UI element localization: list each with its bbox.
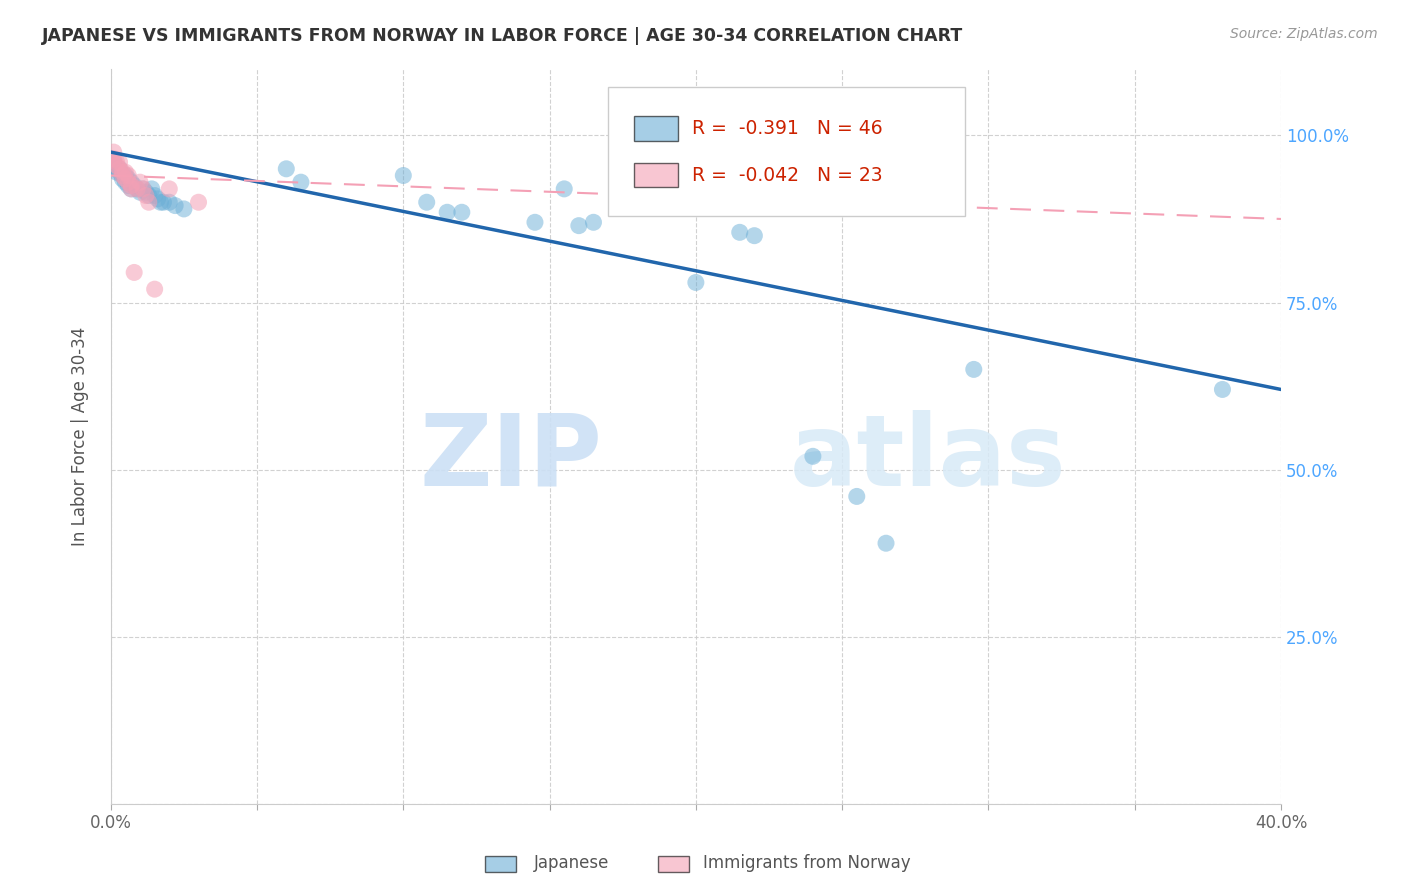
FancyBboxPatch shape bbox=[658, 856, 689, 872]
Text: atlas: atlas bbox=[790, 409, 1066, 507]
Point bbox=[143, 188, 166, 202]
Point bbox=[685, 276, 707, 290]
Point bbox=[173, 202, 195, 216]
Text: ZIP: ZIP bbox=[419, 409, 602, 507]
Point bbox=[568, 219, 591, 233]
Point bbox=[103, 152, 125, 166]
Point bbox=[103, 155, 125, 169]
Point bbox=[152, 195, 174, 210]
Point bbox=[138, 188, 160, 202]
Point bbox=[436, 205, 458, 219]
Point bbox=[117, 175, 139, 189]
Point bbox=[143, 282, 166, 296]
Point bbox=[114, 175, 136, 189]
Text: R =  -0.391   N = 46: R = -0.391 N = 46 bbox=[692, 120, 883, 138]
Point bbox=[103, 145, 125, 160]
Point bbox=[875, 536, 897, 550]
Point bbox=[111, 171, 134, 186]
Point bbox=[129, 185, 152, 199]
Point bbox=[108, 155, 131, 169]
Point bbox=[114, 165, 136, 179]
Point bbox=[141, 182, 163, 196]
Point bbox=[111, 165, 134, 179]
Point bbox=[553, 182, 575, 196]
Point bbox=[290, 175, 312, 189]
Point bbox=[120, 178, 142, 193]
Point bbox=[135, 185, 157, 199]
Text: Immigrants from Norway: Immigrants from Norway bbox=[703, 855, 911, 872]
Point bbox=[582, 215, 605, 229]
Point bbox=[111, 169, 134, 183]
Point bbox=[149, 195, 172, 210]
Point bbox=[138, 195, 160, 210]
Point bbox=[132, 182, 155, 196]
Point bbox=[523, 215, 546, 229]
Point bbox=[108, 161, 131, 176]
Point bbox=[157, 182, 180, 196]
Point bbox=[108, 161, 131, 176]
Point bbox=[415, 195, 437, 210]
Point bbox=[165, 198, 187, 212]
Point bbox=[108, 165, 131, 179]
Point bbox=[120, 182, 142, 196]
Point bbox=[114, 171, 136, 186]
Point bbox=[744, 228, 766, 243]
Y-axis label: In Labor Force | Age 30-34: In Labor Force | Age 30-34 bbox=[72, 326, 89, 546]
Point bbox=[450, 205, 472, 219]
Point bbox=[392, 169, 415, 183]
Point bbox=[132, 182, 155, 196]
Point bbox=[276, 161, 298, 176]
Point bbox=[845, 490, 868, 504]
Point bbox=[114, 169, 136, 183]
Point bbox=[122, 178, 145, 193]
Point bbox=[117, 169, 139, 183]
Point bbox=[135, 188, 157, 202]
Point bbox=[103, 159, 125, 173]
Point bbox=[117, 171, 139, 186]
Point bbox=[105, 165, 128, 179]
Point bbox=[157, 195, 180, 210]
Text: JAPANESE VS IMMIGRANTS FROM NORWAY IN LABOR FORCE | AGE 30-34 CORRELATION CHART: JAPANESE VS IMMIGRANTS FROM NORWAY IN LA… bbox=[42, 27, 963, 45]
FancyBboxPatch shape bbox=[634, 162, 678, 187]
Point bbox=[963, 362, 986, 376]
Point bbox=[187, 195, 209, 210]
Point bbox=[129, 175, 152, 189]
Point bbox=[127, 182, 149, 196]
Point bbox=[105, 159, 128, 173]
Point bbox=[122, 265, 145, 279]
FancyBboxPatch shape bbox=[609, 87, 965, 216]
Point bbox=[146, 192, 169, 206]
Point bbox=[127, 182, 149, 196]
Point bbox=[117, 178, 139, 193]
FancyBboxPatch shape bbox=[634, 116, 678, 141]
Point bbox=[728, 225, 751, 239]
Text: Source: ZipAtlas.com: Source: ZipAtlas.com bbox=[1230, 27, 1378, 41]
Point bbox=[111, 169, 134, 183]
Point bbox=[120, 182, 142, 196]
Point bbox=[120, 175, 142, 189]
Text: Japanese: Japanese bbox=[534, 855, 610, 872]
Point bbox=[801, 450, 824, 464]
Text: R =  -0.042   N = 23: R = -0.042 N = 23 bbox=[692, 166, 883, 185]
Point bbox=[105, 161, 128, 176]
Point bbox=[1211, 383, 1233, 397]
FancyBboxPatch shape bbox=[485, 856, 516, 872]
Point bbox=[105, 155, 128, 169]
